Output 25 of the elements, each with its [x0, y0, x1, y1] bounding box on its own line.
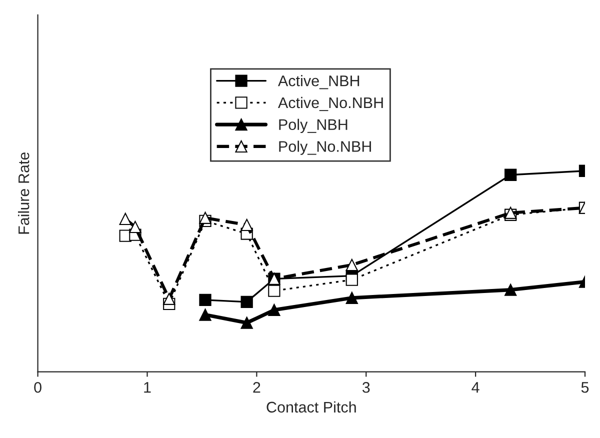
point: [240, 218, 253, 232]
x-tick-label: 5: [581, 382, 589, 393]
legend-label: Poly_No.NBH: [279, 140, 371, 155]
x-tick-label: 2: [253, 382, 260, 393]
y-axis-title: Failure Rate: [18, 152, 30, 234]
x-tick-label: 0: [34, 382, 42, 393]
point: [163, 292, 176, 305]
legend-label: Active_NBH: [278, 75, 360, 90]
point: [346, 292, 358, 304]
point: [199, 294, 212, 306]
legend-label: Active_No.NBH: [278, 96, 383, 112]
point: [240, 316, 253, 329]
legend-label: Poly_NBH: [279, 118, 348, 134]
point: [504, 284, 517, 296]
point: [268, 284, 280, 297]
x-tick-label: 1: [144, 382, 151, 393]
x-tick-label: 3: [362, 382, 370, 393]
point: [240, 296, 253, 308]
point: [504, 168, 517, 181]
point: [199, 212, 212, 224]
point: [346, 274, 358, 286]
point: [199, 308, 212, 321]
point: [268, 304, 280, 316]
x-tick-label: 4: [472, 382, 480, 393]
x-axis-title: Contact Pitch: [266, 401, 356, 413]
